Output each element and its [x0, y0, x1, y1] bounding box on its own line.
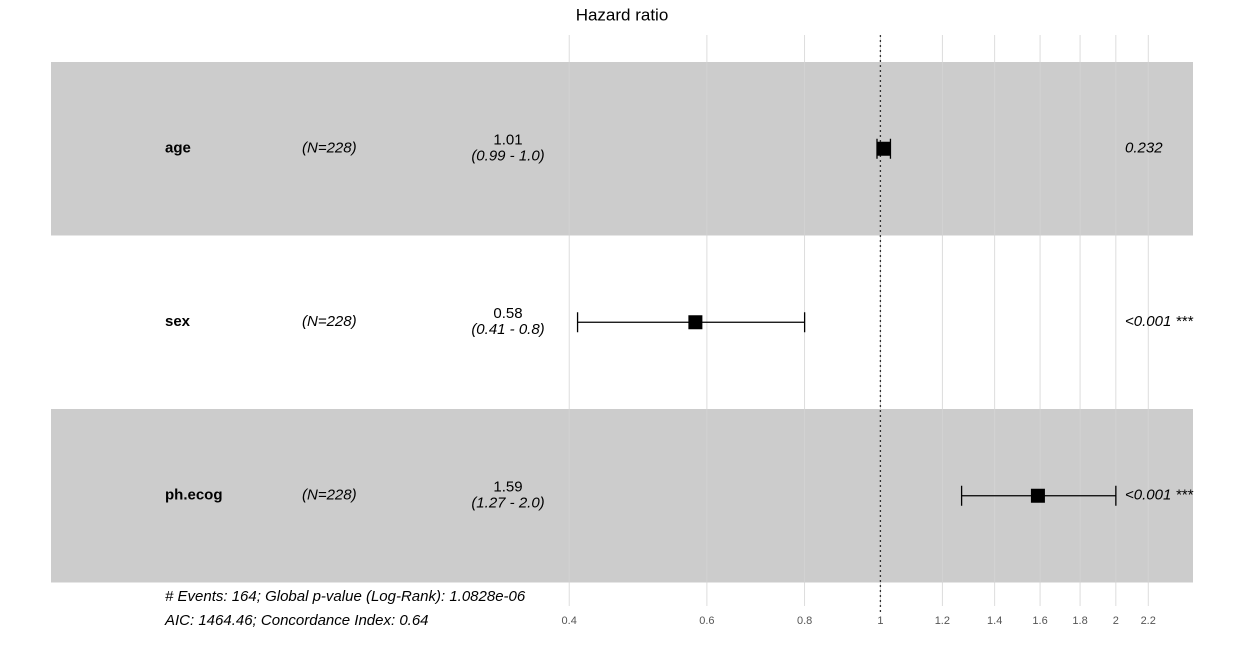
p-label: <0.001 ***	[1125, 313, 1194, 330]
footnote: # Events: 164; Global p-value (Log-Rank)…	[165, 588, 526, 605]
x-tick-label: 2	[1113, 615, 1119, 627]
n-label: (N=228)	[302, 313, 357, 330]
x-tick-label: 0.4	[562, 615, 577, 627]
n-label: (N=228)	[302, 487, 357, 504]
estimate-label: 1.01	[493, 132, 522, 149]
marks	[576, 35, 1117, 612]
x-tick-label: 1.8	[1072, 615, 1087, 627]
p-label: <0.001 ***	[1125, 487, 1194, 504]
x-tick-label: 2.2	[1141, 615, 1156, 627]
estimate-label: 0.58	[493, 305, 522, 322]
chart-title: Hazard ratio	[576, 5, 669, 24]
x-tick-label: 0.8	[797, 615, 812, 627]
ci-label: (0.99 - 1.0)	[471, 148, 544, 165]
estimate-point	[688, 315, 703, 330]
ci-label: (1.27 - 2.0)	[471, 495, 544, 512]
variable-label: age	[165, 140, 191, 157]
x-tick-label: 0.6	[699, 615, 714, 627]
estimate-label: 1.59	[493, 479, 522, 496]
estimate-point	[876, 141, 891, 156]
x-tick-label: 1.6	[1032, 615, 1047, 627]
row-band	[51, 62, 1193, 236]
variable-label: ph.ecog	[165, 487, 223, 504]
n-label: (N=228)	[302, 140, 357, 157]
x-tick-label: 1	[877, 615, 883, 627]
ci-label: (0.41 - 0.8)	[471, 321, 544, 338]
variable-label: sex	[165, 313, 191, 330]
estimate-point	[1030, 488, 1045, 503]
x-tick-label: 1.2	[935, 615, 950, 627]
p-label: 0.232	[1125, 140, 1163, 157]
footnote: AIC: 1464.46; Concordance Index: 0.64	[164, 612, 429, 629]
x-tick-label: 1.4	[987, 615, 1002, 627]
